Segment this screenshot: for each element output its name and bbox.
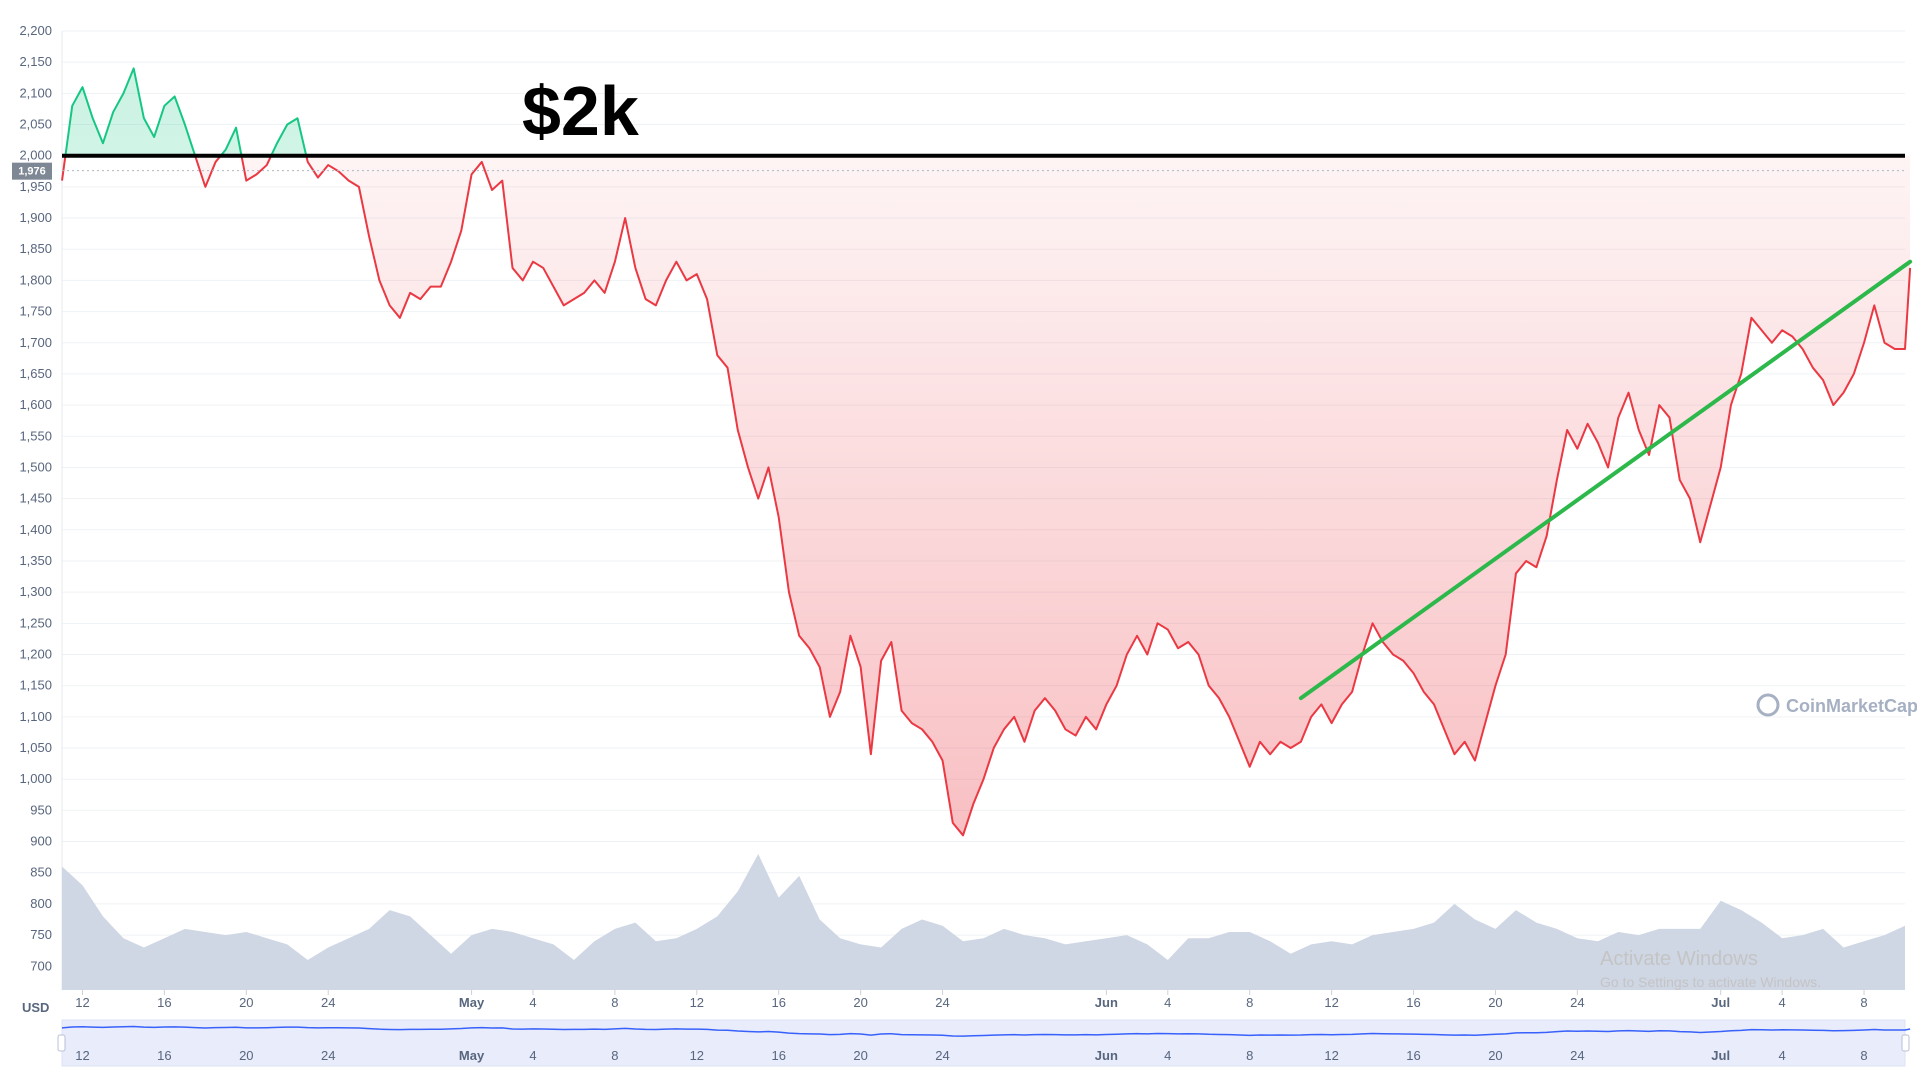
y-tick-label: 850 xyxy=(30,865,52,880)
navigator-handle-right[interactable] xyxy=(1901,1034,1910,1052)
y-tick-label: 1,400 xyxy=(19,522,52,537)
navigator-tick-label: 4 xyxy=(529,1048,536,1063)
x-tick-label: 24 xyxy=(935,995,949,1010)
volume-area xyxy=(62,854,1905,990)
navigator-tick-label: 16 xyxy=(1406,1048,1420,1063)
y-tick-label: 1,050 xyxy=(19,740,52,755)
activate-windows-title: Activate Windows xyxy=(1600,948,1758,970)
navigator-tick-label: May xyxy=(459,1048,485,1063)
x-tick-label: May xyxy=(459,995,485,1010)
current-price-label: 1,976 xyxy=(18,166,46,178)
y-tick-label: 1,300 xyxy=(19,584,52,599)
range-navigator[interactable]: 12 16 20 24 May 4 8 12 16 20 24 Jun 4 8 12 16 20 24 Jul 4 8 xyxy=(57,1019,1911,1067)
y-tick-label: 800 xyxy=(30,896,52,911)
x-tick-label: 20 xyxy=(1488,995,1502,1010)
navigator-tick-label: 20 xyxy=(853,1048,867,1063)
y-tick-label: 2,150 xyxy=(19,54,52,69)
price-line-below xyxy=(61,155,1912,837)
volume-shape xyxy=(62,854,1905,990)
y-tick-label: 1,100 xyxy=(19,709,52,724)
x-tick-label: 12 xyxy=(690,995,704,1010)
navigator-line xyxy=(61,1025,1911,1037)
current-price-tag: 1,976 xyxy=(12,162,52,180)
x-tick-label: 8 xyxy=(611,995,618,1010)
x-tick-label: 16 xyxy=(1406,995,1420,1010)
navigator-tick-label: 12 xyxy=(690,1048,704,1063)
y-tick-label: 1,700 xyxy=(19,335,52,350)
navigator-tick-label: 16 xyxy=(157,1048,171,1063)
x-tick-label: 8 xyxy=(1860,995,1867,1010)
trend-line xyxy=(1298,259,1913,701)
y-tick-label: 950 xyxy=(30,802,52,817)
navigator-tick-label: 20 xyxy=(239,1048,253,1063)
x-tick-label: 12 xyxy=(1324,995,1338,1010)
y-tick-label: 1,200 xyxy=(19,647,52,662)
y-tick-label: 1,000 xyxy=(19,771,52,786)
x-tick-label: 16 xyxy=(157,995,171,1010)
navigator-tick-label: 24 xyxy=(321,1048,335,1063)
navigator-tick-label: Jul xyxy=(1711,1048,1730,1063)
x-tick-label: 16 xyxy=(771,995,785,1010)
y-tick-label: 1,850 xyxy=(19,241,52,256)
navigator-background xyxy=(61,1019,1906,1067)
y-tick-label: 1,650 xyxy=(19,366,52,381)
navigator-tick-label: 8 xyxy=(1246,1048,1253,1063)
annotation-2k: $2k xyxy=(522,72,639,150)
x-tick-label: 20 xyxy=(853,995,867,1010)
navigator-tick-label: 12 xyxy=(1324,1048,1338,1063)
x-tick-label: 4 xyxy=(1779,995,1786,1010)
y-tick-label: 1,800 xyxy=(19,272,52,287)
price-fill xyxy=(62,68,1911,836)
navigator-tick-label: 8 xyxy=(1860,1048,1867,1063)
y-tick-label: 2,200 xyxy=(19,23,52,38)
x-tick-label: 8 xyxy=(1246,995,1253,1010)
y-tick-label: 1,500 xyxy=(19,459,52,474)
x-tick-label: 24 xyxy=(321,995,335,1010)
y-tick-label: 1,250 xyxy=(19,615,52,630)
y-tick-label: 1,150 xyxy=(19,678,52,693)
coinmarketcap-watermark: CoinMarketCap xyxy=(1756,693,1917,717)
navigator-tick-label: 4 xyxy=(1779,1048,1786,1063)
navigator-tick-label: 8 xyxy=(611,1048,618,1063)
y-tick-label: 1,350 xyxy=(19,553,52,568)
y-tick-label: 2,050 xyxy=(19,117,52,132)
y-axis: 2,200 2,150 2,100 2,050 2,000 1,950 1,900 1,850… xyxy=(19,23,52,973)
y-tick-label: 1,600 xyxy=(19,397,52,412)
navigator-handle-left[interactable] xyxy=(57,1034,66,1052)
watermark-brand: CoinMarketCap xyxy=(1786,696,1917,716)
x-tick-label: 20 xyxy=(239,995,253,1010)
y-tick-label: 2,000 xyxy=(19,148,52,163)
fill-below-reference xyxy=(62,155,1911,836)
y-tick-label: 1,950 xyxy=(19,179,52,194)
x-tick-label: Jun xyxy=(1095,995,1118,1010)
y-tick-label: 1,900 xyxy=(19,210,52,225)
navigator-tick-label: 24 xyxy=(1570,1048,1584,1063)
y-tick-label: 700 xyxy=(30,958,52,973)
x-tick-label: 12 xyxy=(75,995,89,1010)
navigator-tick-label: 16 xyxy=(771,1048,785,1063)
y-tick-label: 2,100 xyxy=(19,85,52,100)
y-tick-label: 1,550 xyxy=(19,428,52,443)
navigator-tick-label: 20 xyxy=(1488,1048,1502,1063)
y-tick-label: 1,450 xyxy=(19,491,52,506)
price-line xyxy=(61,67,1912,837)
navigator-tick-label: Jun xyxy=(1095,1048,1118,1063)
trend-line-segment xyxy=(1298,259,1913,701)
navigator-tick-label: 12 xyxy=(75,1048,89,1063)
y-tick-label: 900 xyxy=(30,834,52,849)
x-tick-label: Jul xyxy=(1711,995,1730,1010)
coinmarketcap-logo-icon xyxy=(1756,693,1780,717)
navigator-tick-label: 4 xyxy=(1164,1048,1171,1063)
currency-label: USD xyxy=(22,1000,49,1015)
navigator-tick-label: 24 xyxy=(935,1048,949,1063)
y-tick-label: 1,750 xyxy=(19,304,52,319)
y-tick-label: 750 xyxy=(30,927,52,942)
x-tick-label: 4 xyxy=(1164,995,1171,1010)
x-axis: 12 16 20 24 May 4 8 12 16 20 24 Jun 4 8 12 16 20 24 Jul 4 8 xyxy=(75,990,1868,1010)
x-tick-label: 4 xyxy=(529,995,536,1010)
activate-windows-watermark: Activate Windows Go to Settings to activ… xyxy=(1600,948,1821,990)
activate-windows-subtitle: Go to Settings to activate Windows. xyxy=(1600,974,1821,990)
x-tick-label: 24 xyxy=(1570,995,1584,1010)
